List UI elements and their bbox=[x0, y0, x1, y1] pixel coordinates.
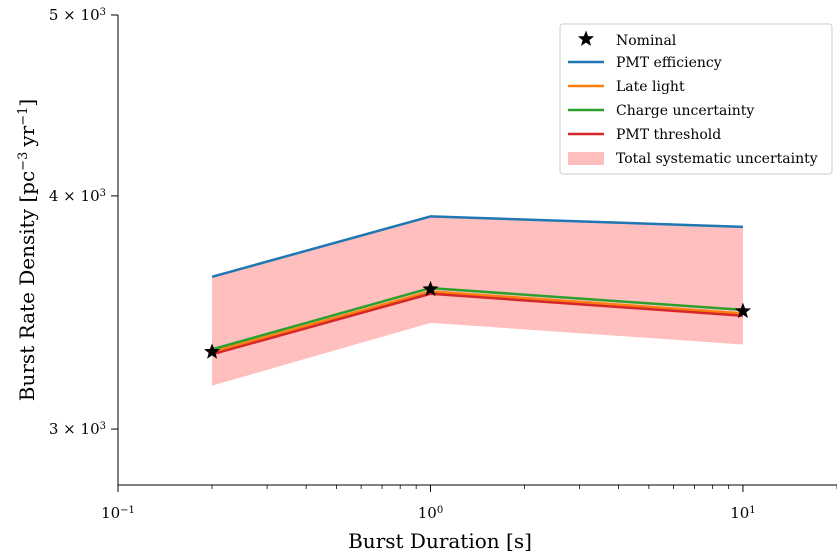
y-tick-label-base: 3 × 10 bbox=[49, 420, 100, 438]
x-tick-label: 10−1 bbox=[101, 504, 135, 522]
x-tick-label-exponent: −1 bbox=[120, 505, 135, 516]
x-axis-label: Burst Duration [s] bbox=[348, 529, 532, 553]
y-axis-label-sup2: −1 bbox=[16, 107, 31, 126]
nominal-star-marker bbox=[203, 343, 221, 359]
legend-total-systematic-label: Total systematic uncertainty bbox=[616, 151, 818, 167]
y-tick-label-exponent: 3 bbox=[100, 187, 106, 198]
nominal-star-marker bbox=[734, 302, 752, 318]
series-line-pmt-threshold bbox=[211, 292, 744, 356]
legend-nominal-label: Nominal bbox=[616, 33, 677, 49]
y-axis-label-main: Burst Rate Density [pc bbox=[15, 171, 39, 401]
y-tick-label: 5 × 103 bbox=[49, 6, 106, 24]
series-line-pmt-efficiency bbox=[211, 215, 743, 278]
legend-late-light-label: Late light bbox=[616, 79, 685, 95]
y-tick-label: 3 × 103 bbox=[49, 420, 106, 438]
legend-nominal-star-icon bbox=[577, 30, 595, 46]
legend-pmt-threshold-label: PMT threshold bbox=[616, 127, 721, 143]
nominal-marker-layer bbox=[203, 280, 752, 359]
y-axis-label-end: ] bbox=[15, 99, 39, 107]
y-tick-label-exponent: 3 bbox=[100, 421, 106, 432]
legend: Nominal PMT efficiency Late light Charge… bbox=[559, 23, 833, 175]
x-tick-label-exponent: 0 bbox=[437, 505, 443, 516]
x-tick-label-base: 10 bbox=[418, 504, 437, 522]
y-axis-label-sup1: −3 bbox=[16, 152, 31, 171]
y-tick-label-base: 5 × 10 bbox=[49, 6, 100, 24]
x-tick-label-base: 10 bbox=[101, 504, 120, 522]
legend-frame bbox=[559, 23, 833, 175]
uncertainty-band-layer bbox=[212, 215, 743, 386]
nominal-star-marker bbox=[422, 280, 439, 297]
uncertainty-band bbox=[212, 215, 743, 386]
x-tick-label: 101 bbox=[730, 504, 755, 522]
legend-charge-uncertainty-label: Charge uncertainty bbox=[616, 103, 754, 119]
legend-pmt-efficiency-label: PMT efficiency bbox=[616, 55, 722, 71]
legend-total-systematic-swatch bbox=[568, 152, 604, 165]
y-axis-label-mid: yr bbox=[15, 125, 39, 147]
x-tick-label: 100 bbox=[418, 504, 443, 522]
y-axis-label: Burst Rate Density [pc−3 yr−1] bbox=[15, 99, 39, 401]
y-tick-label: 4 × 103 bbox=[49, 187, 106, 205]
y-tick-label-base: 4 × 10 bbox=[49, 187, 100, 205]
x-tick-label-base: 10 bbox=[730, 504, 749, 522]
y-tick-label-exponent: 3 bbox=[100, 7, 106, 18]
x-tick-label-exponent: 1 bbox=[749, 505, 755, 516]
axes bbox=[117, 15, 837, 486]
